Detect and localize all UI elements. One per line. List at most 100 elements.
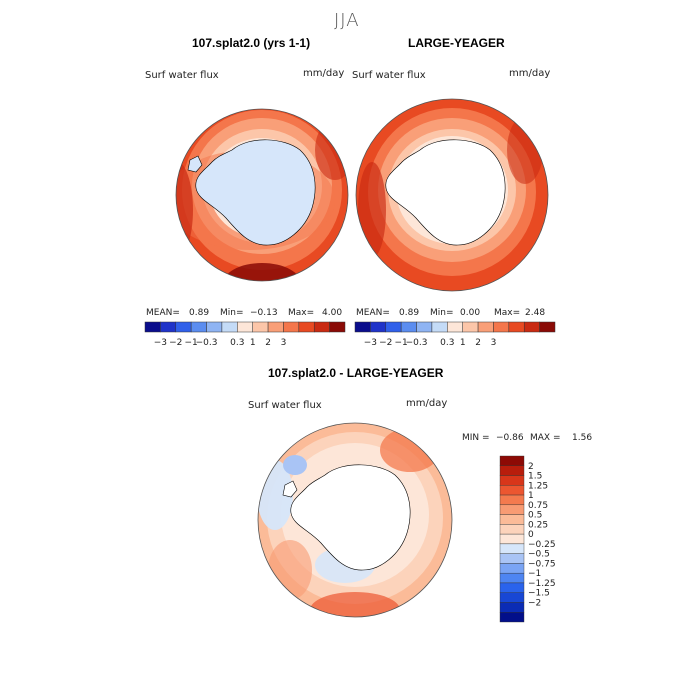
colorbar-tick-label: 1 (528, 491, 534, 501)
colorbar-tick-label: −0.75 (528, 559, 556, 569)
colorbar-swatch (237, 321, 253, 333)
difference-min: −0.86 (496, 433, 524, 443)
colorbar-swatch (499, 504, 525, 515)
colorbar-tick-label: −2 (379, 338, 392, 348)
colorbar-swatch (499, 592, 525, 603)
colorbar-difference: 21.51.2510.750.50.250−0.25−0.5−0.75−1−1.… (499, 455, 556, 623)
colorbar-tick-label: −0.25 (528, 540, 556, 550)
panel-2-min-label: Min= (430, 308, 454, 318)
colorbar-swatch (499, 612, 525, 623)
colorbar-swatch (508, 321, 525, 333)
colorbar-swatch (267, 321, 284, 333)
panel-2-units: mm/day (509, 68, 551, 79)
colorbar-swatch (499, 494, 525, 506)
colorbar-tick-label: 1.5 (528, 472, 542, 482)
colorbar-swatch (190, 321, 207, 333)
colorbar-tick-label: −0.5 (528, 550, 550, 560)
colorbar-swatch (539, 321, 556, 333)
colorbar-panel-1: −3 −2 −1−0.3 0.3 1 2 3 (144, 321, 346, 348)
colorbar-swatch (447, 321, 463, 333)
colorbar-swatch (313, 321, 330, 333)
difference-field-label: Surf water flux (248, 400, 322, 411)
colorbar-swatch (499, 485, 525, 496)
colorbar-tick-label: −1.25 (528, 579, 556, 589)
colorbar-tick-label: 1.25 (528, 481, 548, 491)
colorbar-tick-label: −3 (154, 338, 167, 348)
colorbar-swatch (252, 321, 269, 333)
colorbar-swatch (499, 524, 525, 535)
colorbar-tick-label: −1 (528, 569, 541, 579)
colorbar-tick-label: 2 (475, 338, 481, 348)
colorbar-tick-label: 0.3 (230, 338, 244, 348)
panel-1-min-label: Min= (220, 308, 244, 318)
panel-2-min: 0.00 (460, 308, 481, 318)
colorbar-panel-2: −3 −2 −1−0.3 0.3 1 2 3 (354, 321, 556, 348)
panel-2-max-label: Max= (494, 308, 521, 318)
colorbar-swatch (400, 321, 417, 333)
colorbar-swatch (499, 514, 525, 525)
colorbar-swatch (523, 321, 540, 333)
colorbar-tick-label: 2 (528, 462, 534, 472)
colorbar-swatch (431, 321, 448, 333)
colorbar-swatch (499, 533, 525, 545)
colorbar-tick-label: −1.5 (528, 589, 550, 599)
colorbar-tick-label: 3 (281, 338, 287, 348)
colorbar-tick-label: −2 (169, 338, 182, 348)
colorbar-swatch (221, 321, 238, 333)
panel-1-max: 4.00 (322, 308, 343, 318)
colorbar-swatch (370, 321, 387, 333)
colorbar-swatch (416, 321, 433, 333)
colorbar-swatch (499, 553, 525, 564)
colorbar-tick-label: 0 (528, 530, 534, 540)
colorbar-swatch (160, 321, 177, 333)
difference-title: 107.splat2.0 - LARGE-YEAGER (268, 366, 444, 380)
panel-2-field-label: Surf water flux (352, 70, 426, 81)
colorbar-swatch (499, 572, 525, 584)
colorbar-swatch (385, 321, 402, 333)
panel-2-title: LARGE-YEAGER (408, 36, 505, 50)
colorbar-tick-label: 1 (250, 338, 256, 348)
colorbar-tick-label: −3 (364, 338, 377, 348)
colorbar-tick-label: −0.3 (406, 338, 428, 348)
colorbar-swatch (499, 543, 525, 554)
panel-1-mean-label: MEAN= (146, 308, 180, 318)
panel-1-field-label: Surf water flux (145, 70, 219, 81)
colorbar-swatch (462, 321, 479, 333)
colorbar-swatch (499, 465, 525, 476)
colorbar-swatch (329, 321, 346, 333)
panel-1-min: −0.13 (250, 308, 278, 318)
colorbar-tick-label: 0.75 (528, 501, 548, 511)
panel-1-units: mm/day (303, 68, 345, 79)
colorbar-tick-label: −1 (185, 338, 198, 348)
panel-2-max: 2.48 (525, 308, 546, 318)
colorbar-tick-label: −2 (528, 598, 541, 608)
panel-2-mean-label: MEAN= (356, 308, 390, 318)
colorbar-tick-label: 2 (265, 338, 271, 348)
panel-1-mean: 0.89 (189, 308, 210, 318)
colorbar-swatch (499, 602, 525, 613)
colorbar-swatch (499, 455, 525, 466)
difference-units: mm/day (406, 398, 448, 409)
colorbar-swatch (499, 563, 525, 574)
difference-max-label: MAX = (530, 433, 561, 443)
colorbar-tick-label: 3 (491, 338, 497, 348)
panel-1-title: 107.splat2.0 (yrs 1-1) (192, 36, 311, 50)
colorbar-swatch (175, 321, 192, 333)
colorbar-tick-label: 0.5 (528, 511, 542, 521)
difference-max: 1.56 (572, 433, 593, 443)
colorbar-swatch (206, 321, 223, 333)
panel-2-mean: 0.89 (399, 308, 420, 318)
panel-1-max-label: Max= (288, 308, 315, 318)
colorbar-tick-label: −1 (395, 338, 408, 348)
colorbar-swatch (283, 321, 300, 333)
colorbar-swatch (144, 321, 161, 333)
colorbar-tick-label: 0.3 (440, 338, 454, 348)
colorbar-tick-label: 0.25 (528, 520, 548, 530)
colorbar-swatch (477, 321, 494, 333)
season-title: JJA (334, 10, 360, 31)
colorbar-swatch (499, 475, 525, 486)
difference-min-label: MIN = (462, 433, 490, 443)
